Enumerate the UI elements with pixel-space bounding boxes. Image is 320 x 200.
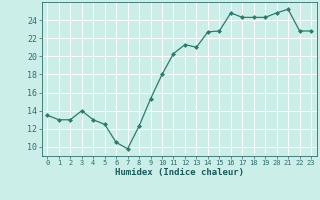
X-axis label: Humidex (Indice chaleur): Humidex (Indice chaleur) <box>115 168 244 177</box>
